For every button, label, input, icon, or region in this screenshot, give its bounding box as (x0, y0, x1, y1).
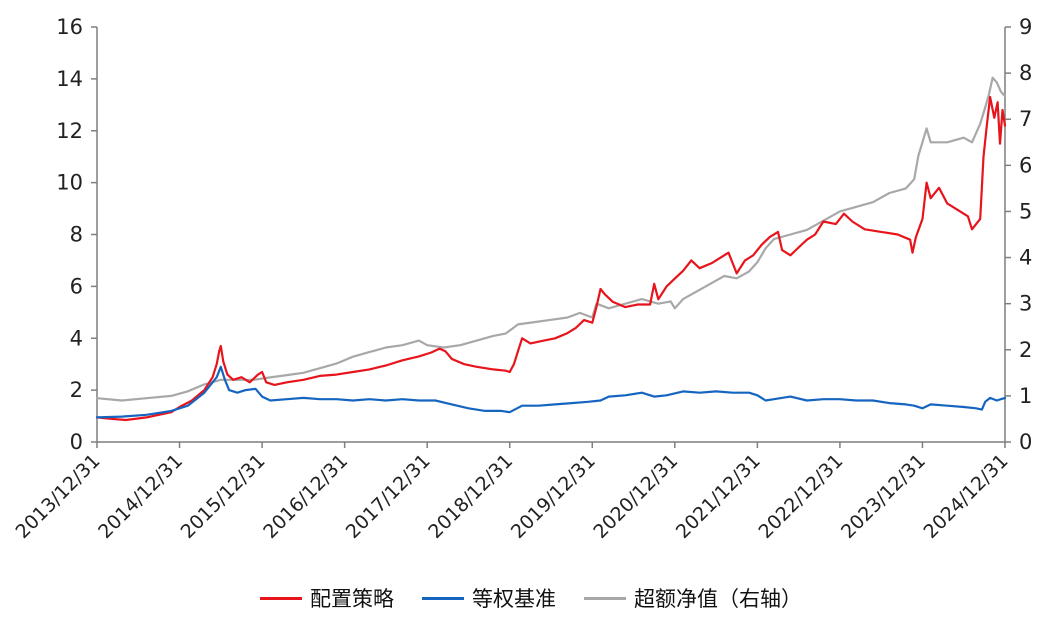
x-tick-label: 2018/12/31 (424, 450, 517, 543)
y-left-tick-label: 10 (56, 171, 83, 195)
y-right-tick-label: 7 (1019, 107, 1032, 131)
y-right-tick-label: 1 (1019, 384, 1032, 408)
y-left-tick-label: 2 (70, 378, 83, 402)
series-line-excess (95, 76, 1007, 402)
y-left-tick-label: 6 (70, 274, 83, 298)
series-line-strategy (95, 95, 1007, 422)
y-right-tick-label: 2 (1019, 338, 1032, 362)
x-tick-label: 2013/12/31 (12, 450, 105, 543)
x-tick-label: 2021/12/31 (672, 450, 765, 543)
x-tick-label: 2016/12/31 (259, 450, 352, 543)
legend-label-benchmark: 等权基准 (472, 587, 556, 611)
y-right-tick-label: 6 (1019, 153, 1032, 177)
x-tick-label: 2024/12/31 (920, 450, 1013, 543)
y-right-tick-label: 5 (1019, 199, 1032, 223)
series-line-benchmark (95, 365, 1007, 419)
x-tick-label: 2020/12/31 (589, 450, 682, 543)
x-tick-label: 2017/12/31 (342, 450, 435, 543)
legend-label-excess: 超额净值（右轴） (634, 587, 802, 611)
legend-swatch-strategy (260, 596, 302, 600)
x-tick-label: 2015/12/31 (177, 450, 270, 543)
y-right-tick-label: 4 (1019, 246, 1032, 270)
x-tick-label: 2014/12/31 (94, 450, 187, 543)
x-tick-label: 2019/12/31 (507, 450, 600, 543)
y-right-tick-label: 8 (1019, 61, 1032, 85)
legend-item-strategy: 配置策略 (260, 583, 394, 613)
legend-label-strategy: 配置策略 (310, 587, 394, 611)
legend-item-benchmark: 等权基准 (422, 583, 556, 613)
x-tick-label: 2023/12/31 (837, 450, 930, 543)
x-tick-label: 2022/12/31 (754, 450, 847, 543)
line-chart: 024681012141601234567892013/12/312014/12… (12, 15, 1033, 543)
legend-swatch-excess (584, 596, 626, 600)
y-right-tick-label: 3 (1019, 292, 1032, 316)
y-left-tick-label: 8 (70, 223, 83, 247)
y-left-tick-label: 12 (56, 119, 83, 143)
legend-item-excess: 超额净值（右轴） (584, 583, 802, 613)
legend-swatch-benchmark (422, 596, 464, 600)
y-left-tick-label: 16 (56, 15, 83, 39)
y-left-tick-label: 4 (70, 326, 83, 350)
y-right-tick-label: 0 (1019, 430, 1032, 454)
y-left-tick-label: 0 (70, 430, 83, 454)
legend: 配置策略 等权基准 超额净值（右轴） (0, 578, 1062, 618)
y-right-tick-label: 9 (1019, 15, 1032, 39)
y-left-tick-label: 14 (56, 67, 83, 91)
